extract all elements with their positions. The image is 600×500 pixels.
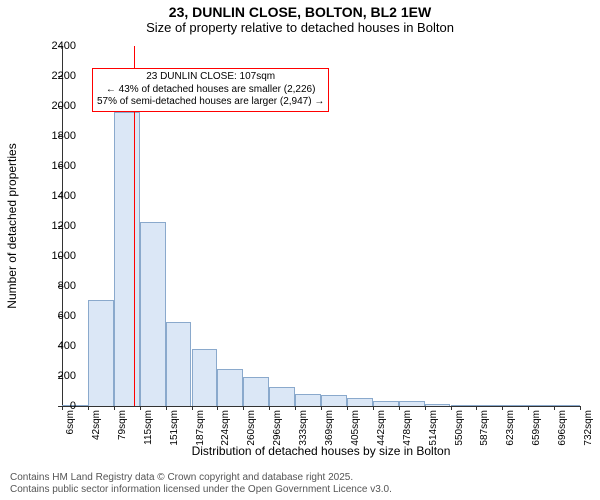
histogram-bar bbox=[528, 405, 554, 406]
histogram-bar bbox=[451, 405, 477, 406]
histogram-bar bbox=[243, 377, 269, 406]
x-tick-mark bbox=[554, 406, 555, 410]
x-tick-mark bbox=[192, 406, 193, 410]
histogram-bar bbox=[399, 401, 425, 406]
x-axis-label: Distribution of detached houses by size … bbox=[192, 444, 451, 458]
x-tick-label: 296sqm bbox=[272, 410, 283, 446]
histogram-bar bbox=[502, 405, 528, 406]
y-tick-label: 400 bbox=[58, 340, 76, 352]
x-tick-label: 6sqm bbox=[65, 410, 76, 434]
x-tick-mark bbox=[217, 406, 218, 410]
x-tick-label: 659sqm bbox=[531, 410, 542, 446]
x-tick-mark bbox=[321, 406, 322, 410]
histogram-bar bbox=[114, 112, 140, 406]
x-tick-mark bbox=[373, 406, 374, 410]
histogram-bar bbox=[476, 405, 502, 406]
x-tick-mark bbox=[451, 406, 452, 410]
x-tick-mark bbox=[295, 406, 296, 410]
x-tick-mark bbox=[243, 406, 244, 410]
x-tick-label: 115sqm bbox=[143, 410, 154, 445]
x-tick-label: 442sqm bbox=[376, 410, 387, 446]
histogram-bar bbox=[269, 387, 295, 407]
y-axis-label: Number of detached properties bbox=[5, 143, 19, 308]
x-tick-label: 587sqm bbox=[479, 410, 490, 446]
chart-title-line1: 23, DUNLIN CLOSE, BOLTON, BL2 1EW bbox=[0, 0, 600, 20]
x-tick-mark bbox=[140, 406, 141, 410]
histogram-bar bbox=[321, 395, 347, 406]
x-tick-label: 696sqm bbox=[557, 410, 568, 446]
y-tick-label: 200 bbox=[58, 370, 76, 382]
annotation-line: 23 DUNLIN CLOSE: 107sqm bbox=[97, 71, 324, 84]
chart-title-line2: Size of property relative to detached ho… bbox=[0, 20, 600, 39]
x-tick-mark bbox=[88, 406, 89, 410]
annotation-line: 57% of semi-detached houses are larger (… bbox=[97, 96, 324, 109]
x-tick-mark bbox=[166, 406, 167, 410]
plot-area: 6sqm42sqm79sqm115sqm151sqm187sqm224sqm26… bbox=[62, 46, 580, 406]
x-tick-mark bbox=[62, 406, 63, 410]
x-tick-mark bbox=[269, 406, 270, 410]
chart-container: Number of detached properties Distributi… bbox=[62, 46, 580, 406]
x-tick-label: 187sqm bbox=[195, 410, 206, 446]
histogram-bar bbox=[217, 369, 243, 407]
x-tick-mark bbox=[580, 406, 581, 410]
x-tick-label: 224sqm bbox=[220, 410, 231, 446]
histogram-bar bbox=[166, 322, 192, 406]
y-tick-label: 1600 bbox=[52, 160, 76, 172]
histogram-bar bbox=[373, 401, 399, 406]
histogram-bar bbox=[88, 300, 114, 407]
x-tick-label: 478sqm bbox=[402, 410, 413, 446]
x-tick-label: 79sqm bbox=[117, 410, 128, 440]
x-tick-mark bbox=[476, 406, 477, 410]
histogram-bar bbox=[295, 394, 321, 406]
x-tick-label: 732sqm bbox=[583, 410, 594, 446]
footer-line2: Contains public sector information licen… bbox=[10, 484, 392, 496]
y-tick-label: 600 bbox=[58, 310, 76, 322]
footer-attribution: Contains HM Land Registry data © Crown c… bbox=[10, 472, 392, 496]
annotation-line: ← 43% of detached houses are smaller (2,… bbox=[97, 84, 324, 97]
x-tick-label: 333sqm bbox=[298, 410, 309, 446]
x-tick-label: 151sqm bbox=[169, 410, 180, 446]
y-tick-label: 1800 bbox=[52, 130, 76, 142]
y-tick-label: 2000 bbox=[52, 100, 76, 112]
x-tick-mark bbox=[347, 406, 348, 410]
x-tick-label: 623sqm bbox=[505, 410, 516, 446]
x-tick-mark bbox=[528, 406, 529, 410]
y-tick-label: 0 bbox=[70, 400, 76, 412]
x-tick-mark bbox=[502, 406, 503, 410]
x-tick-label: 260sqm bbox=[246, 410, 257, 446]
y-tick-label: 1200 bbox=[52, 220, 76, 232]
histogram-bar bbox=[140, 222, 166, 407]
x-tick-label: 405sqm bbox=[350, 410, 361, 446]
x-tick-label: 42sqm bbox=[91, 410, 102, 440]
y-tick-label: 2400 bbox=[52, 40, 76, 52]
histogram-bar bbox=[347, 398, 373, 406]
y-tick-label: 2200 bbox=[52, 70, 76, 82]
x-tick-label: 550sqm bbox=[454, 410, 465, 446]
x-tick-label: 369sqm bbox=[324, 410, 335, 446]
y-tick-label: 1000 bbox=[52, 250, 76, 262]
footer-line1: Contains HM Land Registry data © Crown c… bbox=[10, 472, 392, 484]
histogram-bar bbox=[554, 405, 580, 406]
annotation-box: 23 DUNLIN CLOSE: 107sqm← 43% of detached… bbox=[92, 68, 329, 112]
y-tick-label: 800 bbox=[58, 280, 76, 292]
x-tick-mark bbox=[114, 406, 115, 410]
histogram-bar bbox=[425, 404, 451, 406]
x-tick-mark bbox=[425, 406, 426, 410]
x-tick-mark bbox=[399, 406, 400, 410]
y-tick-label: 1400 bbox=[52, 190, 76, 202]
x-tick-label: 514sqm bbox=[428, 410, 439, 446]
histogram-bar bbox=[192, 349, 218, 406]
